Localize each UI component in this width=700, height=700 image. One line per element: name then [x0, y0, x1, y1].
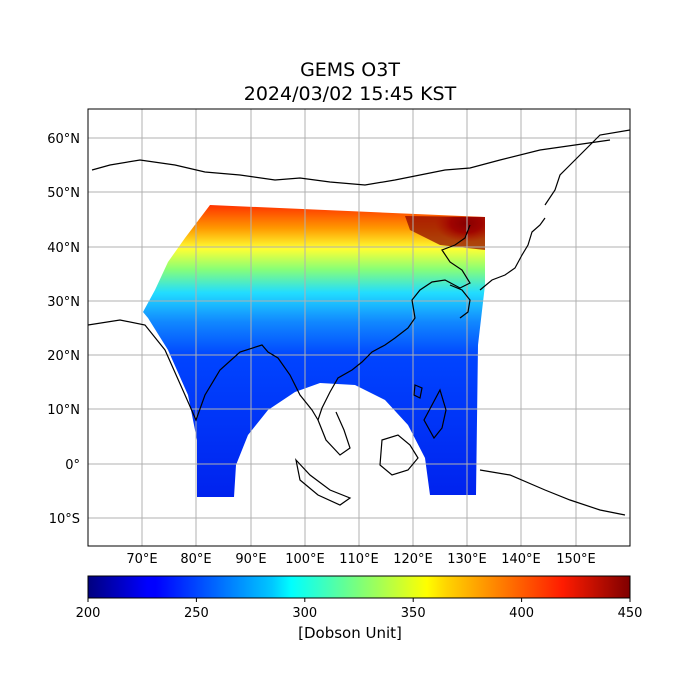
lat-tick: 10°N — [47, 403, 80, 418]
colorbar-label: [Dobson Unit] — [298, 624, 402, 642]
lon-tick: 70°E — [126, 552, 157, 567]
map-subtitle-datetime: 2024/03/02 15:45 KST — [243, 83, 457, 105]
map-title: GEMS O3T — [300, 59, 400, 81]
colorbar-tick: 350 — [401, 606, 426, 621]
colorbar: 200 250 300 350 400 450 — [76, 575, 643, 621]
ozone-data-swath — [143, 205, 485, 497]
lon-tick: 90°E — [235, 552, 266, 567]
lat-tick: 60°N — [47, 132, 80, 147]
coastlines — [88, 129, 630, 516]
lon-tick: 150°E — [556, 552, 596, 567]
lon-tick: 130°E — [447, 552, 487, 567]
lat-tick: 30°N — [47, 295, 80, 310]
colorbar-tick: 450 — [618, 606, 643, 621]
lon-tick: 120°E — [393, 552, 433, 567]
lon-tick: 140°E — [501, 552, 541, 567]
lon-tick: 80°E — [180, 552, 211, 567]
gridlines — [88, 109, 630, 546]
lon-tick: 100°E — [285, 552, 325, 567]
map-area — [88, 109, 630, 546]
colorbar-tick: 400 — [509, 606, 534, 621]
colorbar-gradient — [87, 575, 631, 599]
lat-tick: 10°S — [49, 512, 80, 527]
colorbar-tick: 200 — [76, 606, 101, 621]
map-frame — [87, 108, 631, 547]
colorbar-tick: 300 — [292, 606, 317, 621]
longitude-axis: 70°E 80°E 90°E 100°E 110°E 120°E 130°E 1… — [126, 552, 595, 567]
lat-tick: 20°N — [47, 349, 80, 364]
colorbar-tick: 250 — [184, 606, 209, 621]
lon-tick: 110°E — [339, 552, 379, 567]
lat-tick: 0° — [65, 458, 80, 473]
lat-tick: 40°N — [47, 241, 80, 256]
lat-tick: 50°N — [47, 186, 80, 201]
latitude-axis: 60°N 50°N 40°N 30°N 20°N 10°N 0° 10°S — [47, 132, 80, 527]
